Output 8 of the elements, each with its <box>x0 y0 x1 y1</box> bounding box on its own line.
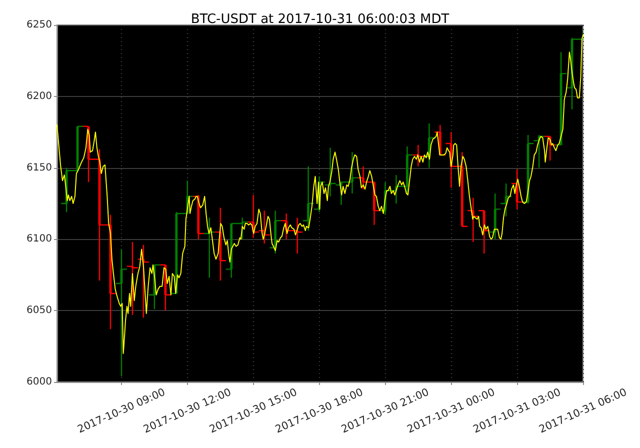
y-tick-label: 6250 <box>26 20 52 30</box>
y-tick-label: 6100 <box>26 234 52 245</box>
y-tick-label: 6200 <box>26 90 52 102</box>
chart-title: BTC-USDT at 2017-10-31 06:00:03 MDT <box>190 12 450 27</box>
line-series <box>56 34 584 354</box>
y-tick-label: 6150 <box>26 162 52 174</box>
y-tick-label: 6000 <box>26 376 52 388</box>
y-tick-label: 6050 <box>26 305 52 316</box>
